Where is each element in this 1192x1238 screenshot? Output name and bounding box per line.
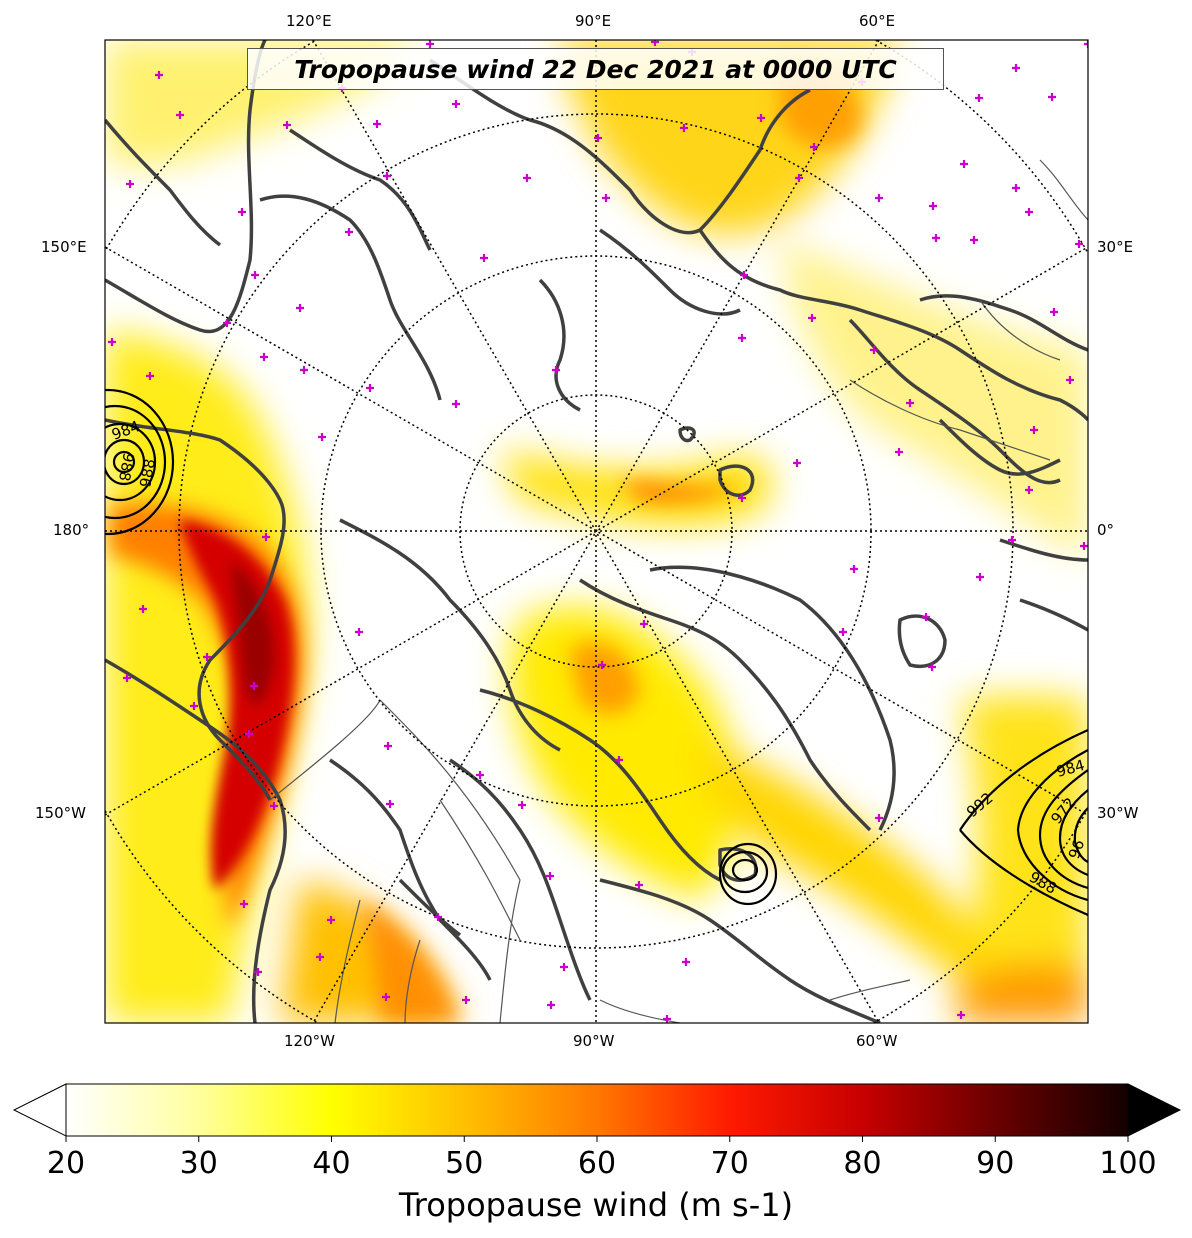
lon-label-left-150W: 150°W (35, 804, 86, 822)
colorbar-tick: 50 (445, 1146, 484, 1181)
map-frame (104, 39, 1089, 1024)
colorbar-tick: 90 (976, 1146, 1015, 1181)
colorbar-tick: 20 (46, 1146, 86, 1181)
lon-label-top-90E: 90°E (575, 12, 612, 30)
lon-label-bottom-120W: 120°W (284, 1032, 335, 1050)
colorbar-extend-high (1127, 1083, 1182, 1137)
coastlines (105, 40, 1088, 1023)
lon-label-top-120E: 120°E (286, 12, 332, 30)
lon-label-right-0: 0° (1097, 521, 1115, 539)
colorbar-tick: 80 (843, 1146, 882, 1181)
colorbar-tick: 70 (710, 1146, 749, 1181)
country-borders (269, 159, 1088, 1023)
lon-label-bottom-90W: 90°W (573, 1032, 615, 1050)
lon-label-bottom-60W: 60°W (856, 1032, 898, 1050)
lon-label-left-180: 180° (53, 521, 90, 539)
contour-label: 988 (115, 451, 138, 482)
colorbar-title: Tropopause wind (m s-1) (398, 1186, 794, 1224)
map-title: Tropopause wind 22 Dec 2021 at 0000 UTC (247, 48, 944, 90)
colorbar-tick: 30 (179, 1146, 218, 1181)
colorbar (12, 1083, 1182, 1142)
lon-label-right-30E: 30°E (1097, 238, 1134, 256)
lon-label-right-30W: 30°W (1097, 804, 1139, 822)
graticule (105, 40, 1088, 1023)
contour-label: 988 (136, 457, 159, 488)
lon-label-top-60E: 60°E (859, 12, 896, 30)
colorbar-extend-low (12, 1083, 67, 1137)
colorbar-tick: 100 (1099, 1146, 1157, 1181)
colorbar-tick: 40 (312, 1146, 351, 1181)
contour-label: 96 (1065, 837, 1088, 861)
lon-label-left-150E: 150°E (41, 238, 87, 256)
map-panel: 984 988 988 984 992 972 988 96 (105, 40, 1088, 1023)
colorbar-tick: 60 (577, 1146, 617, 1181)
pressure-contours (105, 388, 1088, 917)
